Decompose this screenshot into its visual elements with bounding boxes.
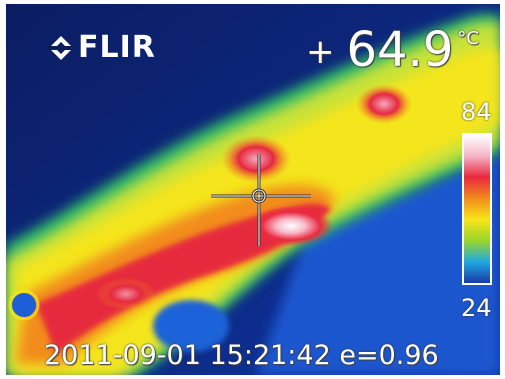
spot-marker-symbol: + <box>306 32 335 72</box>
thermal-image-frame: FLIR + 64.9 °C 84 24 2011-09-01 15:21:42… <box>6 4 500 375</box>
temperature-value: 64.9 <box>346 22 454 78</box>
scale-min-label: 24 <box>461 294 492 322</box>
brand-name: FLIR <box>78 30 156 65</box>
spot-crosshair-icon <box>211 154 311 246</box>
capture-status-bar: 2011-09-01 15:21:42 e=0.96 <box>44 340 439 371</box>
flir-diamond-icon <box>48 35 74 60</box>
color-scale-bar <box>462 133 492 285</box>
scale-max-label: 84 <box>461 98 492 126</box>
flir-logo: FLIR <box>48 30 156 65</box>
temperature-unit: °C <box>457 28 479 49</box>
capture-datetime: 2011-09-01 15:21:42 <box>44 340 331 371</box>
emissivity-value: e=0.96 <box>339 340 439 371</box>
spot-temperature-readout: + 64.9 °C <box>306 26 479 74</box>
